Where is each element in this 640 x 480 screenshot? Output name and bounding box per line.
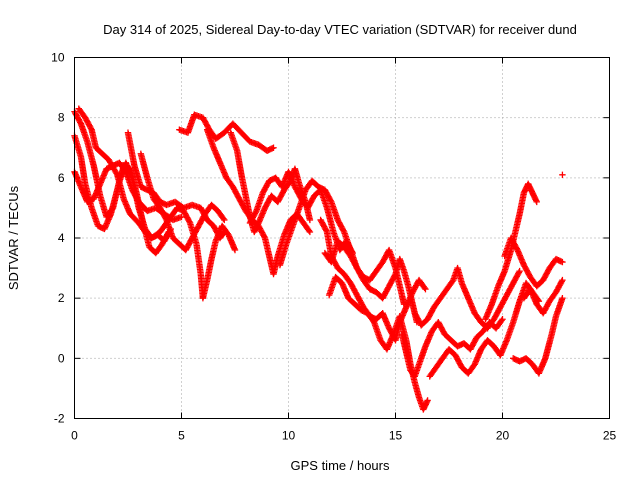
- y-tick-label: 10: [51, 51, 65, 65]
- data-point: [306, 228, 314, 236]
- series-track-n: [325, 273, 431, 413]
- data-point: [421, 284, 428, 292]
- x-tick-label: 20: [496, 429, 510, 443]
- y-tick-label: 0: [58, 351, 65, 365]
- data-point: [559, 294, 566, 302]
- series-track-p: [411, 264, 523, 332]
- series-track-f: [137, 150, 228, 254]
- data-point: [252, 209, 259, 216]
- series-track-e: [124, 129, 228, 242]
- data-point: [220, 215, 227, 222]
- data-point: [558, 278, 565, 285]
- x-tick-label: 15: [389, 429, 403, 443]
- series-track-t: [510, 294, 566, 377]
- series-track-i: [227, 129, 314, 236]
- chart-title: Day 314 of 2025, Sidereal Day-to-day VTE…: [103, 22, 577, 37]
- x-tick-label: 0: [71, 429, 78, 443]
- data-point: [305, 227, 313, 234]
- y-tick-label: 6: [58, 171, 65, 185]
- data-point: [515, 269, 523, 276]
- y-axis-label: SDTVAR / TECUs: [6, 185, 21, 290]
- x-tick-label: 25: [603, 429, 617, 443]
- data-point: [498, 317, 505, 324]
- data-point: [559, 276, 566, 284]
- data-point: [499, 316, 506, 323]
- data-point: [449, 278, 456, 285]
- data-point: [559, 258, 566, 266]
- data-point: [261, 233, 268, 240]
- data-point: [221, 216, 228, 224]
- x-tick-label: 10: [282, 429, 296, 443]
- y-tick-label: -2: [54, 412, 65, 426]
- series-track-m: [321, 237, 421, 326]
- data-point: [559, 171, 566, 179]
- series-track-u: [520, 276, 566, 317]
- series-outlier: [559, 171, 566, 179]
- plot-frame: [74, 57, 610, 419]
- series-track-s: [501, 234, 566, 290]
- series-track-g: [176, 111, 277, 154]
- x-axis-label: GPS time / hours: [291, 458, 390, 473]
- series-track-q: [426, 279, 543, 380]
- y-tick-label: 8: [58, 111, 65, 125]
- data-point: [121, 167, 129, 174]
- series-track-o: [398, 316, 506, 380]
- y-tick-label: 4: [58, 231, 65, 245]
- y-tick-label: 2: [58, 291, 65, 305]
- data-point: [327, 197, 334, 204]
- data-point: [306, 216, 314, 224]
- data-point: [369, 317, 377, 325]
- data-point: [231, 246, 239, 254]
- data-point: [516, 267, 523, 275]
- data-point: [340, 227, 347, 234]
- data-point: [422, 285, 429, 293]
- data-point: [323, 227, 330, 234]
- series-track-h: [203, 126, 314, 278]
- data-point: [178, 213, 185, 221]
- data-points: [71, 105, 566, 413]
- x-tick-label: 5: [178, 429, 185, 443]
- data-point: [391, 272, 398, 279]
- data-point: [77, 119, 84, 126]
- data-point: [186, 218, 193, 225]
- data-point: [424, 397, 431, 404]
- data-point: [162, 215, 170, 222]
- data-point: [270, 144, 277, 151]
- data-point: [87, 125, 95, 132]
- data-point: [113, 170, 120, 177]
- data-point: [220, 229, 227, 237]
- data-point: [221, 228, 228, 236]
- data-point: [533, 198, 540, 206]
- grid-lines: [74, 57, 610, 419]
